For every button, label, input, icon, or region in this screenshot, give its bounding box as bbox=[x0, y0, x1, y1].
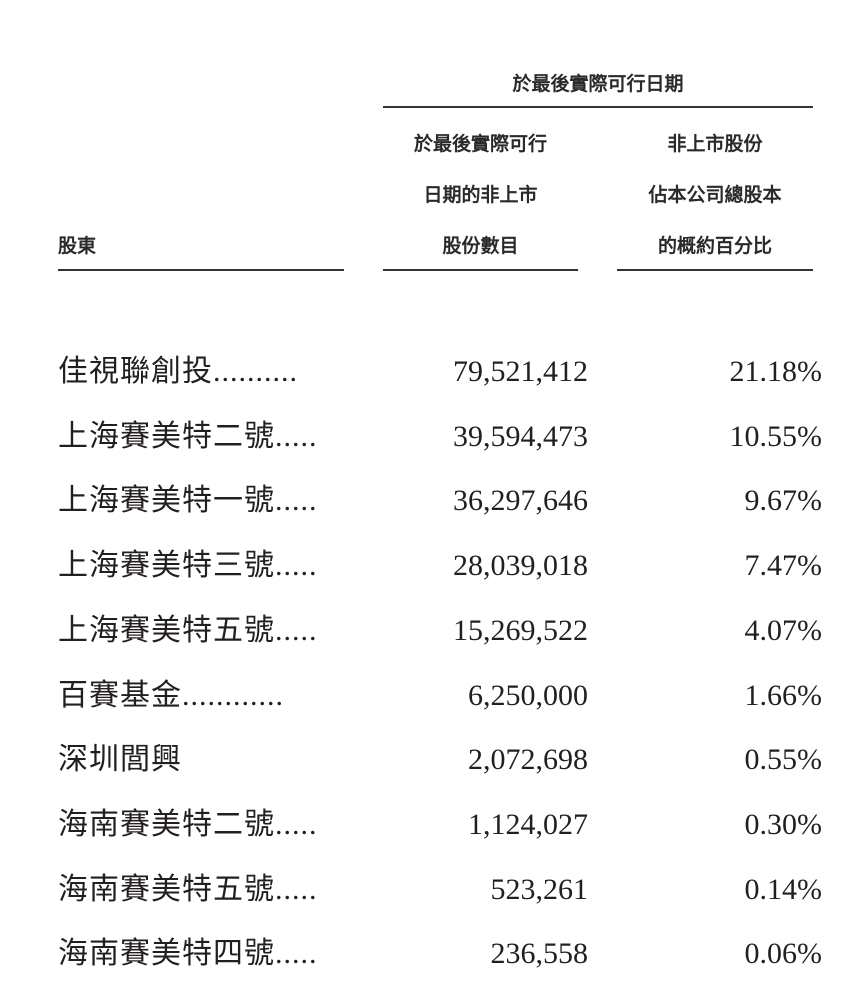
share-count: 15,269,522 bbox=[453, 613, 588, 647]
table-row: 上海賽美特二號..... 39,594,473 10.55% bbox=[0, 412, 850, 462]
share-count: 39,594,473 bbox=[453, 419, 588, 453]
shareholder-name: 上海賽美特二號..... bbox=[58, 419, 318, 453]
share-percent: 4.07% bbox=[744, 613, 823, 647]
group-title: 於最後實際可行日期 bbox=[512, 73, 684, 95]
share-count: 6,250,000 bbox=[468, 678, 588, 712]
table-row: 上海賽美特一號..... 36,297,646 9.67% bbox=[0, 476, 850, 526]
table-row: 上海賽美特三號..... 28,039,018 7.47% bbox=[0, 541, 850, 591]
shareholder-name: 海南賽美特五號..... bbox=[58, 872, 318, 906]
col-rule-percent bbox=[617, 269, 813, 271]
col-header-percent-line: 非上市股份 bbox=[667, 133, 763, 155]
share-percent: 0.55% bbox=[744, 743, 823, 777]
share-percent: 21.18% bbox=[729, 355, 823, 388]
share-count: 1,124,027 bbox=[468, 807, 588, 841]
shareholder-name: 深圳閭興 bbox=[58, 743, 182, 777]
share-percent: 9.67% bbox=[744, 484, 823, 518]
shareholder-name: 上海賽美特五號..... bbox=[58, 613, 318, 647]
table-row: 海南賽美特五號..... 523,261 0.14% bbox=[0, 865, 850, 915]
col-header-percent-line: 佔本公司總股本 bbox=[648, 184, 782, 206]
col-rule-shareholder bbox=[58, 269, 344, 271]
shareholder-name: 佳視聯創投.......... bbox=[58, 355, 298, 388]
col-header-shares-line: 於最後實際可行 bbox=[413, 133, 547, 155]
share-count: 28,039,018 bbox=[453, 549, 588, 583]
table-row: 上海賽美特五號..... 15,269,522 4.07% bbox=[0, 606, 850, 656]
col-header-shares-line: 日期的非上市 bbox=[423, 184, 538, 206]
table-row: 海南賽美特四號..... 236,558 0.06% bbox=[0, 929, 850, 979]
share-count: 2,072,698 bbox=[468, 743, 588, 777]
shareholder-name: 上海賽美特三號..... bbox=[58, 549, 318, 583]
shareholder-name: 海南賽美特四號..... bbox=[58, 937, 318, 971]
share-percent: 10.55% bbox=[729, 419, 823, 453]
share-percent: 1.66% bbox=[744, 678, 823, 712]
shareholder-name: 百賽基金............ bbox=[58, 678, 284, 712]
col-header-shares: 於最後實際可行 日期的非上市 股份數目 bbox=[383, 126, 578, 264]
table-row: 海南賽美特二號..... 1,124,027 0.30% bbox=[0, 800, 850, 850]
share-count: 236,558 bbox=[490, 937, 589, 971]
group-rule bbox=[383, 106, 813, 108]
share-percent: 0.30% bbox=[744, 807, 823, 841]
col-header-percent-line: 的概約百分比 bbox=[657, 235, 772, 257]
col-header-shares-line: 股份數目 bbox=[442, 235, 519, 257]
share-percent: 0.14% bbox=[744, 872, 823, 906]
share-count: 523,261 bbox=[490, 872, 589, 906]
col-header-shareholder: 股東 bbox=[58, 235, 97, 257]
col-header-percent: 非上市股份 佔本公司總股本 的概約百分比 bbox=[617, 126, 813, 264]
table-row: 佳視聯創投.......... 79,521,412 21.18% bbox=[0, 347, 850, 397]
shareholder-name: 海南賽美特二號..... bbox=[58, 807, 318, 841]
table-row: 深圳閭興 2,072,698 0.55% bbox=[0, 735, 850, 785]
share-count: 36,297,646 bbox=[453, 484, 588, 518]
col-rule-shares bbox=[383, 269, 578, 271]
share-percent: 0.06% bbox=[744, 937, 823, 971]
table-row: 百賽基金............ 6,250,000 1.66% bbox=[0, 671, 850, 721]
share-percent: 7.47% bbox=[744, 549, 823, 583]
shareholder-name: 上海賽美特一號..... bbox=[58, 484, 318, 518]
share-count: 79,521,412 bbox=[453, 355, 588, 388]
